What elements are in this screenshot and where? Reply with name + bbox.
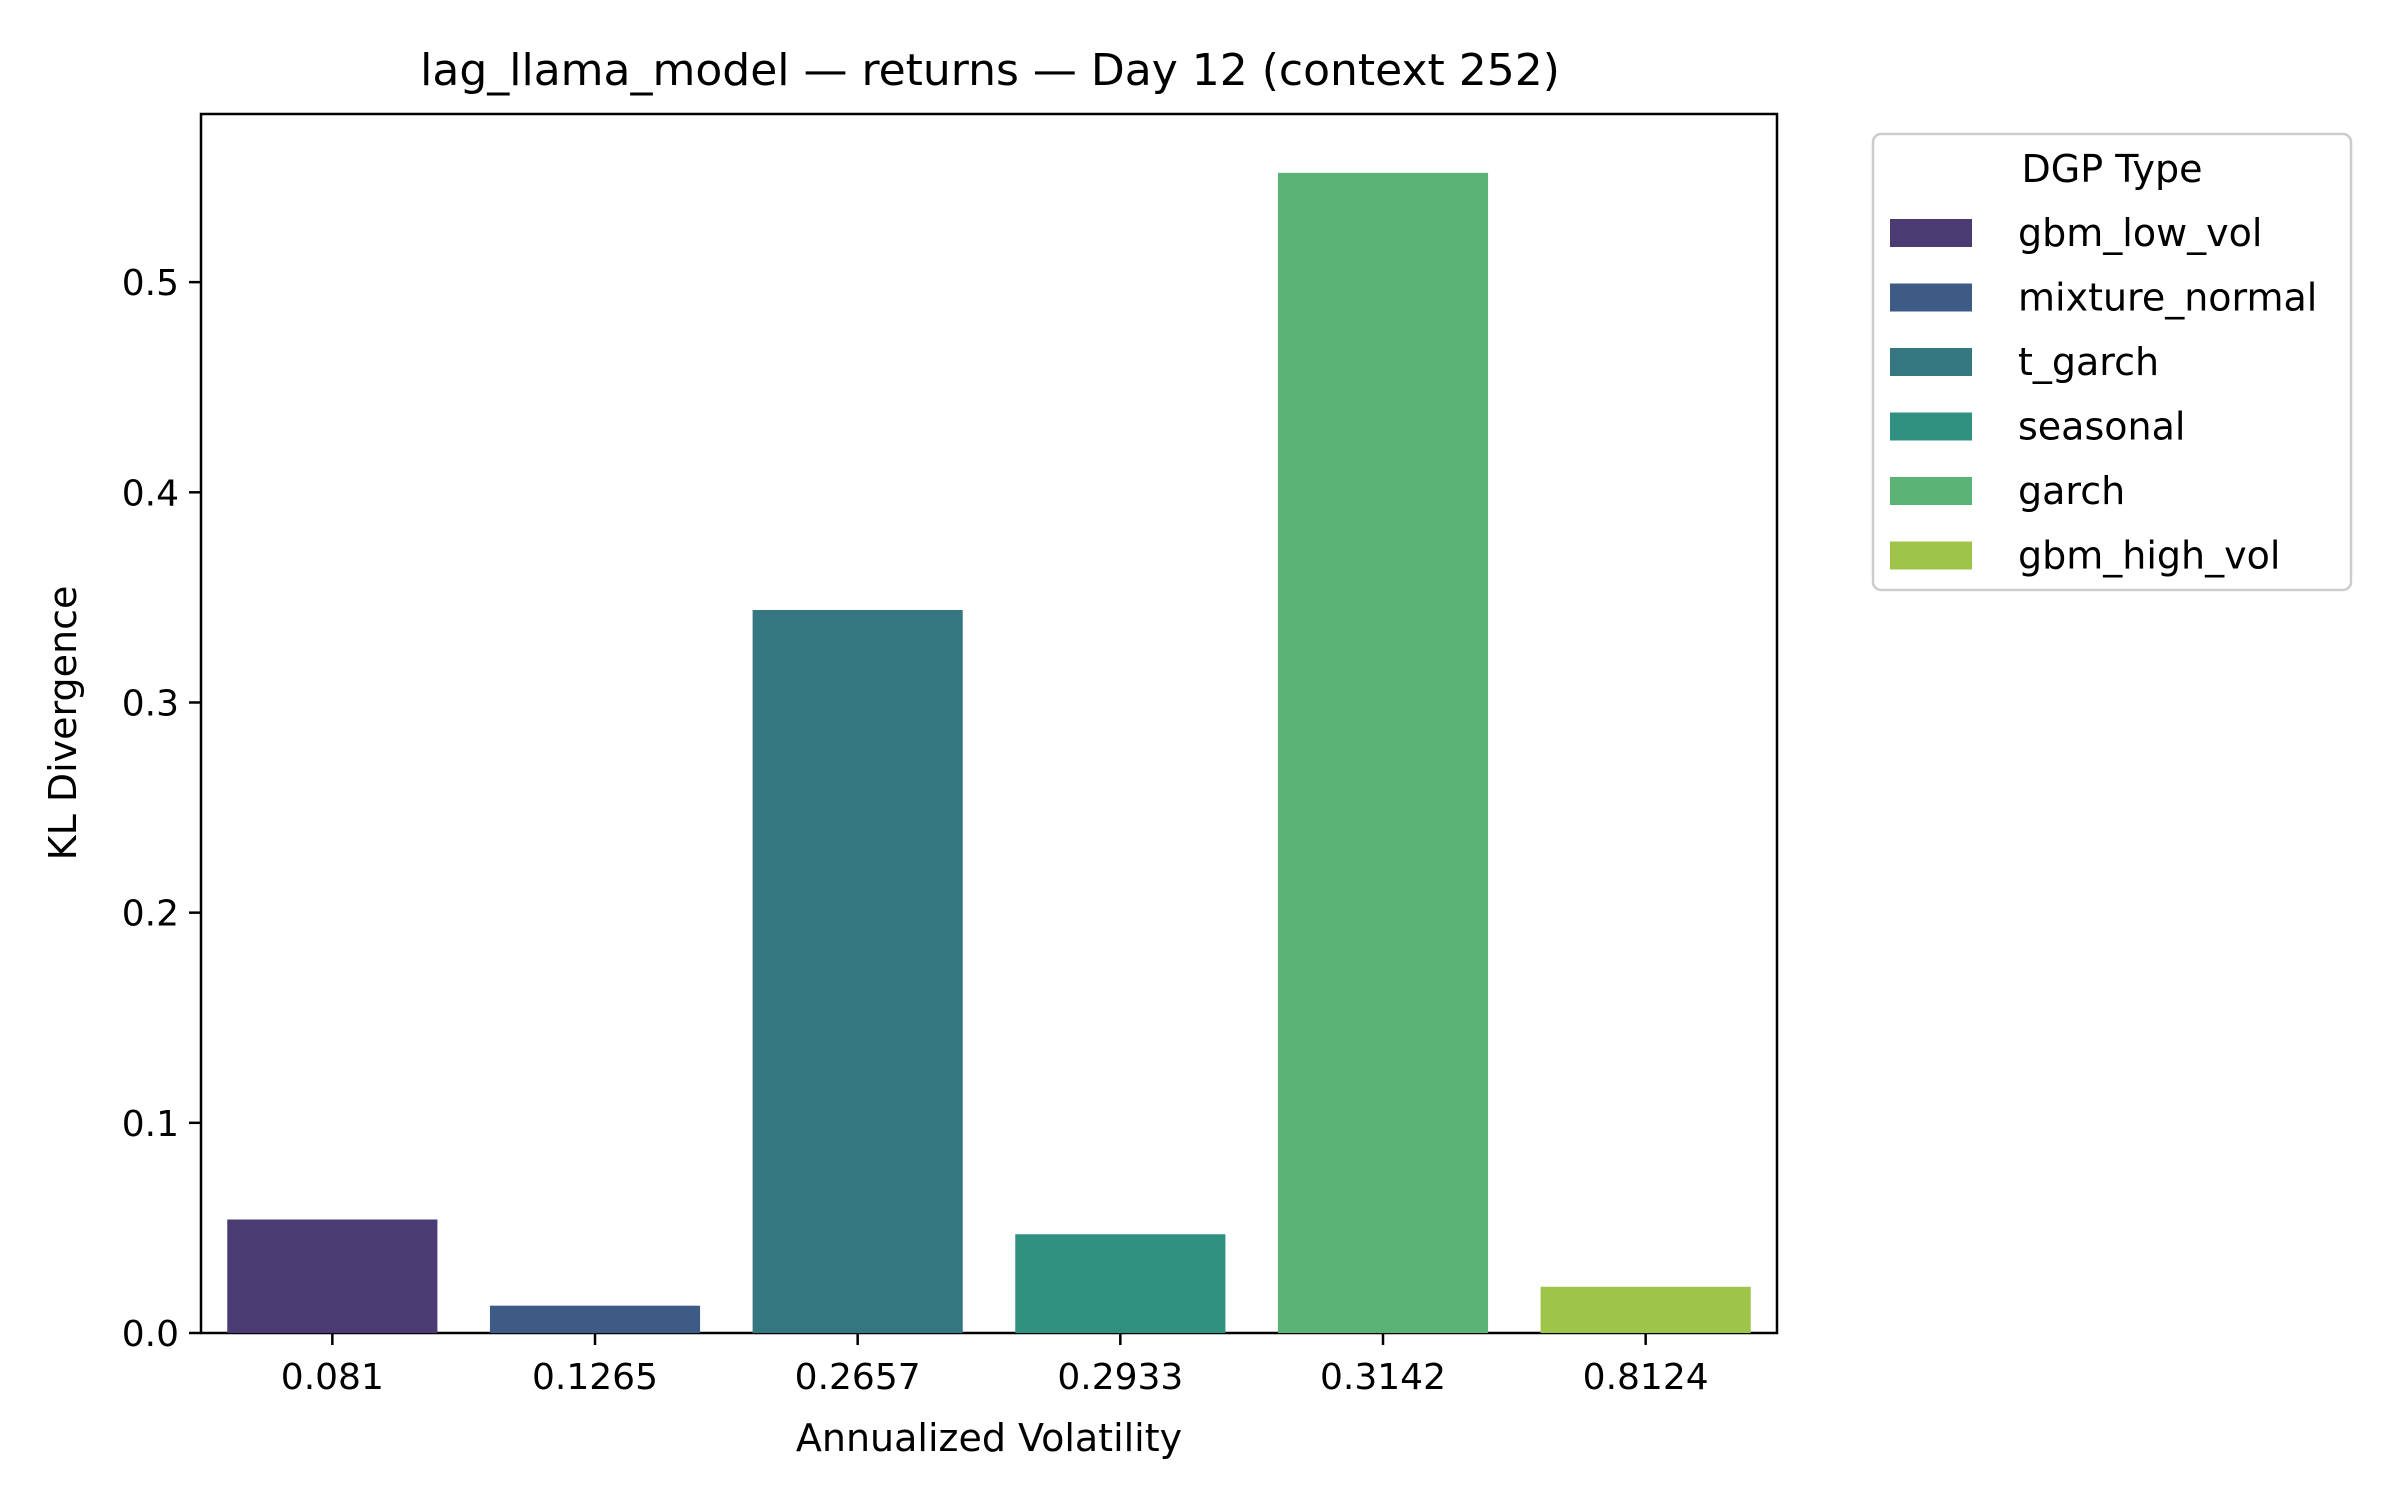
legend-label-t_garch: t_garch [2018, 340, 2159, 384]
y-tick-label: 0.2 [122, 894, 179, 935]
bar-0.1265 [489, 1305, 701, 1333]
legend-label-seasonal: seasonal [2018, 405, 2185, 449]
x-axis: 0.081 0.1265 0.2657 0.2933 0.3142 0.8124 [281, 1333, 1709, 1398]
legend-entries: gbm_low_vol mixture_normal t_garch seasonal… [1890, 211, 2317, 578]
x-tick-label: 0.3142 [1320, 1357, 1446, 1398]
legend-swatch-gbm_high_vol [1890, 541, 1972, 570]
bar-0.8124 [1540, 1286, 1751, 1333]
y-tick-label: 0.5 [122, 263, 179, 304]
bar-0.2933 [1015, 1234, 1226, 1333]
chart-title: lag_llama_model — returns — Day 12 (cont… [420, 45, 1560, 96]
legend-label-gbm_high_vol: gbm_high_vol [2018, 534, 2280, 578]
x-tick-label: 0.8124 [1583, 1357, 1709, 1398]
legend-title: DGP Type [2022, 147, 2203, 191]
plot-frame [199, 112, 1779, 1335]
bar-0.3142 [1277, 172, 1489, 1334]
legend-swatch-t_garch [1890, 348, 1972, 376]
x-tick-label: 0.2933 [1057, 1357, 1183, 1398]
legend-label-garch: garch [2018, 469, 2125, 513]
y-tick-label: 0.3 [122, 683, 179, 724]
legend-swatch-gbm_low_vol [1890, 219, 1972, 247]
bar-0.081 [227, 1219, 438, 1333]
y-axis-label: KL Divergence [41, 586, 85, 861]
y-tick-label: 0.0 [122, 1314, 179, 1355]
legend-label-mixture_normal: mixture_normal [2018, 276, 2317, 320]
legend-label-gbm_low_vol: gbm_low_vol [2018, 211, 2262, 255]
legend-swatch-garch [1890, 477, 1972, 505]
bar-0.2657 [752, 610, 963, 1333]
legend-swatch-seasonal [1890, 412, 1972, 441]
y-axis: 0.0 0.1 0.2 0.3 0.4 0.5 [122, 263, 201, 1355]
x-tick-label: 0.2657 [795, 1357, 921, 1398]
legend-swatch-mixture_normal [1890, 283, 1972, 312]
y-tick-label: 0.4 [122, 473, 179, 514]
x-axis-label: Annualized Volatility [796, 1416, 1182, 1460]
y-tick-label: 0.1 [122, 1104, 179, 1145]
x-tick-label: 0.081 [281, 1357, 384, 1398]
legend: DGP Type gbm_low_vol mixture_normal t_garc… [1871, 132, 2353, 592]
bars-layer [227, 172, 1751, 1334]
x-tick-label: 0.1265 [532, 1357, 658, 1398]
legend-frame [1871, 132, 2353, 592]
